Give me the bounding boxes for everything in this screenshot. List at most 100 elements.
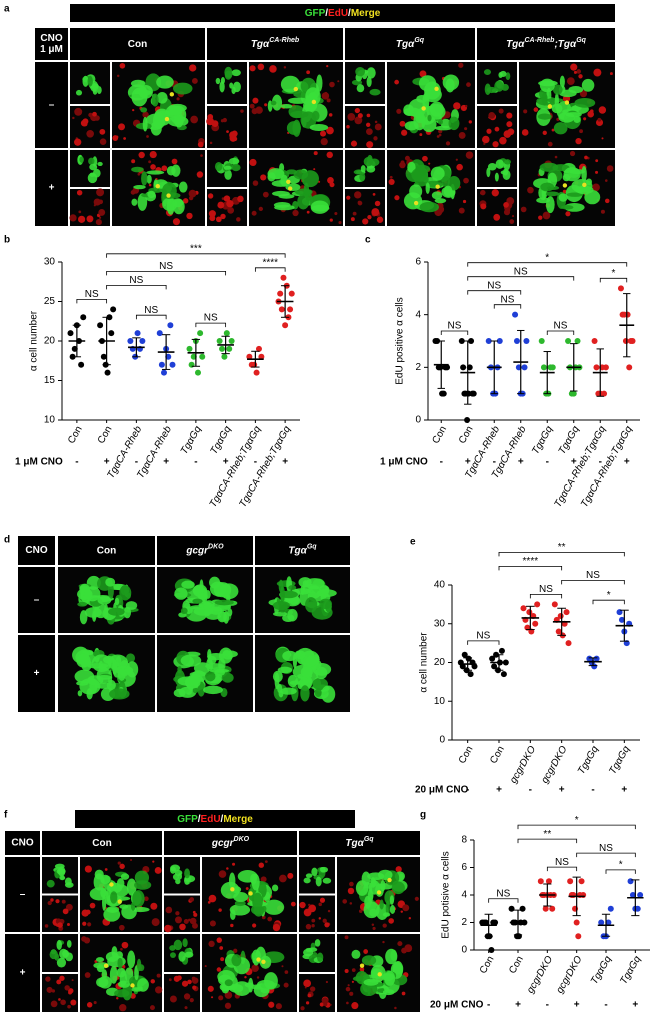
gfp-blob: [134, 880, 152, 890]
edu-dot: [338, 220, 342, 225]
treatment-sign: +: [163, 457, 169, 468]
gfp-blob: [355, 880, 369, 896]
gfp-blob: [173, 939, 183, 951]
y-tick-label: 25: [44, 296, 56, 307]
gfp-blob: [109, 965, 118, 984]
data-point: [513, 338, 520, 344]
gfp-blob: [207, 649, 212, 660]
significance-label: NS: [586, 570, 600, 581]
data-point: [532, 620, 539, 627]
edu-dot: [86, 1002, 93, 1008]
gfp-blob: [156, 75, 174, 89]
gfp-blob: [584, 190, 601, 205]
edu-dot: [372, 926, 376, 930]
gfp-blob: [75, 89, 83, 96]
edu-dot: [326, 65, 329, 68]
gfp-blob: [177, 665, 182, 674]
edu-dot: [313, 151, 318, 156]
edu-dot: [207, 193, 214, 199]
edu-dot: [458, 62, 464, 68]
gfp-blob: [146, 174, 152, 184]
header-cell: [35, 28, 68, 60]
gfp-blob: [137, 193, 148, 211]
edu-dot: [366, 113, 371, 118]
edu-dot: [119, 863, 125, 870]
x-tick-label: gcgrDKO: [539, 744, 569, 785]
edu-dot: [511, 215, 515, 218]
edu-dot: [422, 155, 428, 162]
gfp-blob: [180, 607, 188, 615]
edu-dot: [595, 118, 604, 127]
significance-bracket: [195, 322, 227, 328]
edu-dot: [189, 998, 194, 1003]
edu-dot: [272, 923, 281, 932]
edu-dot: [346, 124, 350, 129]
edu-dot: [94, 115, 100, 121]
y-axis-label: EdU positive α cells: [395, 297, 406, 384]
edu-dot: [192, 985, 197, 990]
gfp-blob: [93, 873, 105, 891]
data-point: [565, 338, 572, 344]
data-point: [593, 655, 600, 662]
gfp-blob: [391, 881, 405, 895]
edu-dot: [576, 69, 582, 74]
data-point: [110, 306, 117, 313]
gfp-blob: [434, 198, 447, 204]
y-tick-label: 0: [439, 735, 445, 746]
gfp-blob: [305, 873, 313, 878]
gfp-blob: [184, 868, 191, 879]
header-cell: [477, 28, 615, 60]
edu-dot: [347, 984, 350, 987]
y-tick-label: 4: [415, 309, 421, 320]
edu-dot: [220, 213, 226, 220]
edu-dot: [98, 208, 106, 216]
edu-dot: [132, 108, 135, 112]
panel-label: c: [365, 235, 371, 246]
edu-dot: [438, 133, 442, 137]
gfp-blob: [234, 900, 246, 907]
data-point: [523, 338, 530, 344]
edu-dot: [373, 136, 378, 141]
treatment-sign: -: [466, 785, 469, 796]
data-point: [534, 601, 541, 608]
edu-dot: [606, 165, 614, 172]
data-point: [158, 361, 165, 368]
gfp-blob: [107, 583, 114, 599]
gfp-blob: [79, 156, 84, 163]
edu-dot: [165, 906, 173, 914]
label-part: Con: [92, 838, 111, 849]
edu-dot: [208, 940, 215, 948]
edu-dot: [313, 168, 316, 171]
significance-label: NS: [501, 294, 515, 305]
edu-dot: [400, 910, 403, 913]
treatment-sign: -: [493, 457, 496, 468]
gfp-blob: [553, 122, 568, 135]
edu-dot: [189, 917, 197, 925]
edu-dot: [322, 918, 327, 924]
edu-dot: [482, 135, 490, 144]
data-point: [71, 345, 78, 352]
edu-dot: [326, 126, 334, 135]
edu-dot: [592, 183, 600, 192]
edu-dot: [207, 900, 211, 904]
gfp-blob: [221, 672, 234, 683]
header-cell: [157, 536, 253, 565]
gfp-blob: [502, 169, 511, 180]
edu-dot: [251, 964, 259, 973]
gfp-blob: [554, 92, 559, 111]
x-tick-label: TgαGq: [179, 424, 204, 456]
treatment-sign: +: [223, 457, 229, 468]
data-point: [197, 330, 204, 337]
gfp-blob: [97, 596, 112, 605]
edu-dot: [506, 197, 515, 205]
header-part: Merge: [351, 8, 381, 19]
significance-bracket: [517, 824, 636, 830]
edu-dot: [388, 918, 394, 924]
gfp-blob: [164, 109, 183, 116]
edu-dot: [290, 901, 296, 907]
superscript: Gq: [364, 836, 374, 843]
panel-label: d: [4, 535, 10, 546]
edu-dot: [249, 65, 256, 72]
edu-dot: [507, 128, 515, 136]
